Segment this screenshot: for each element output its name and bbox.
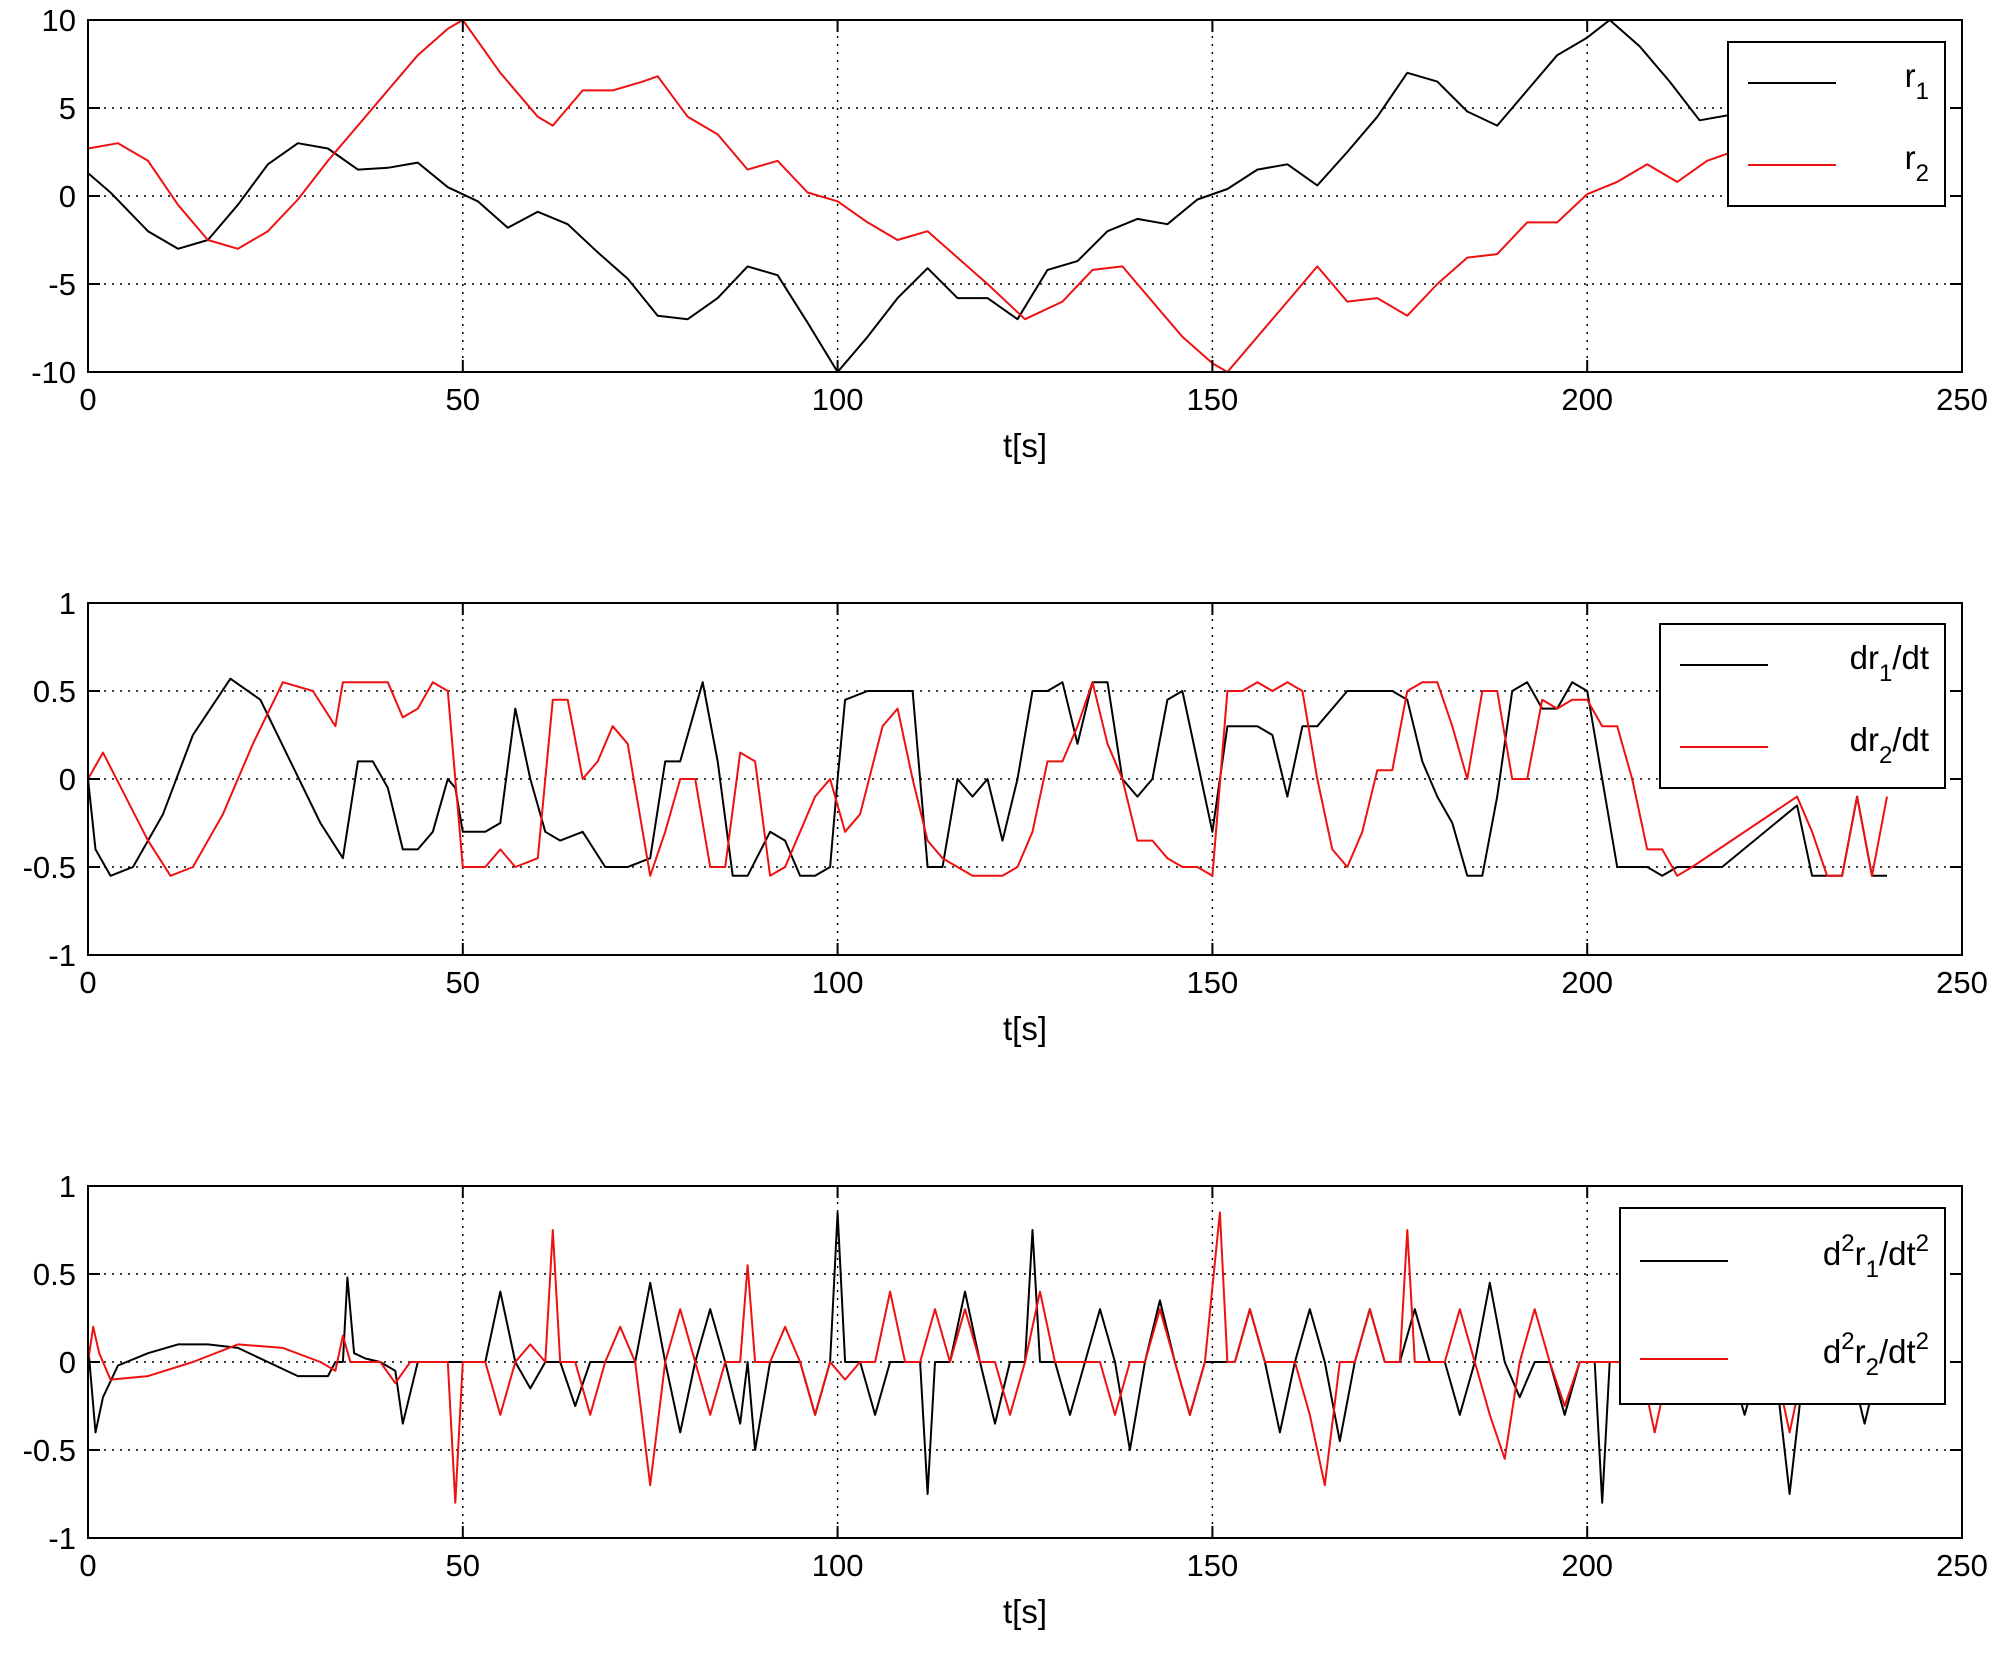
legend-box (1659, 623, 1946, 789)
legend-label-2: dr2/dt (1850, 721, 1929, 769)
x-tick-label: 150 (1187, 965, 1239, 1000)
x-tick-label: 100 (812, 965, 864, 1000)
legend: r1 r2 (1727, 41, 1946, 207)
x-tick-label: 200 (1561, 965, 1613, 1000)
legend-box (1619, 1207, 1946, 1405)
y-tick-label: -0.5 (23, 850, 76, 885)
y-tick-label: 1 (59, 586, 76, 621)
y-tick-label: 0 (59, 762, 76, 797)
series-line-1 (88, 20, 1753, 372)
x-tick-label: 250 (1936, 965, 1988, 1000)
subplot-2: 0 50 100 150 200 250 -1 -0.5 0 0.5 1 t[s] dr1/dt dr2/… (23, 586, 1988, 1047)
legend: d2r1/dt2 d2r2/dt2 (1619, 1207, 1946, 1405)
x-axis-label: t[s] (1003, 1593, 1047, 1630)
x-axis-label: t[s] (1003, 1010, 1047, 1047)
y-tick-label: 1 (59, 1169, 76, 1204)
y-tick-label: -10 (31, 355, 76, 390)
y-tick-label: 0.5 (33, 674, 76, 709)
x-axis-label: t[s] (1003, 427, 1047, 464)
series-line-1 (88, 677, 1887, 877)
legend-label-1: dr1/dt (1850, 639, 1929, 687)
x-tick-label: 200 (1561, 1548, 1613, 1583)
x-tick-label: 150 (1187, 382, 1239, 417)
legend-label-2: d2r2/dt2 (1823, 1328, 1929, 1381)
x-tick-label: 0 (79, 1548, 96, 1583)
y-tick-label: 5 (59, 91, 76, 126)
x-tick-label: 150 (1187, 1548, 1239, 1583)
legend-label-1: r1 (1905, 57, 1929, 105)
y-tick-label: 0 (59, 1345, 76, 1380)
y-tick-label: 10 (42, 3, 76, 38)
legend-label-2: r2 (1905, 139, 1929, 187)
legend-label-1: d2r1/dt2 (1823, 1230, 1929, 1283)
x-tick-label: 100 (812, 382, 864, 417)
x-tick-label: 50 (446, 965, 480, 1000)
series-line-1 (88, 1211, 1881, 1504)
x-tick-label: 250 (1936, 1548, 1988, 1583)
y-tick-label: -1 (48, 938, 76, 973)
series-line-2 (88, 20, 1753, 372)
y-tick-label: -0.5 (23, 1433, 76, 1468)
series-line-2 (88, 1211, 1880, 1504)
x-tick-label: 200 (1561, 382, 1613, 417)
y-tick-label: -5 (48, 267, 76, 302)
y-tick-label: -1 (48, 1521, 76, 1556)
subplot-3: 0 50 100 150 200 250-1-0.500.51t[s]d2r1/dt2d2… (23, 1169, 1988, 1630)
x-tick-label: 100 (812, 1548, 864, 1583)
series-line-2 (88, 681, 1888, 877)
x-tick-label: 50 (446, 1548, 480, 1583)
x-tick-label: 250 (1936, 382, 1988, 417)
x-tick-label: 0 (79, 382, 96, 417)
y-tick-label: 0 (59, 179, 76, 214)
legend: dr1/dt dr2/dt (1659, 623, 1946, 789)
subplot-1: 0 50 100 150 200 250 -10 -5 0 5 10 t[s] r1 r2 (31, 3, 1988, 464)
x-tick-label: 0 (79, 965, 96, 1000)
y-tick-label: 0.5 (33, 1257, 76, 1292)
legend-box (1727, 41, 1946, 207)
x-tick-label: 50 (446, 382, 480, 417)
